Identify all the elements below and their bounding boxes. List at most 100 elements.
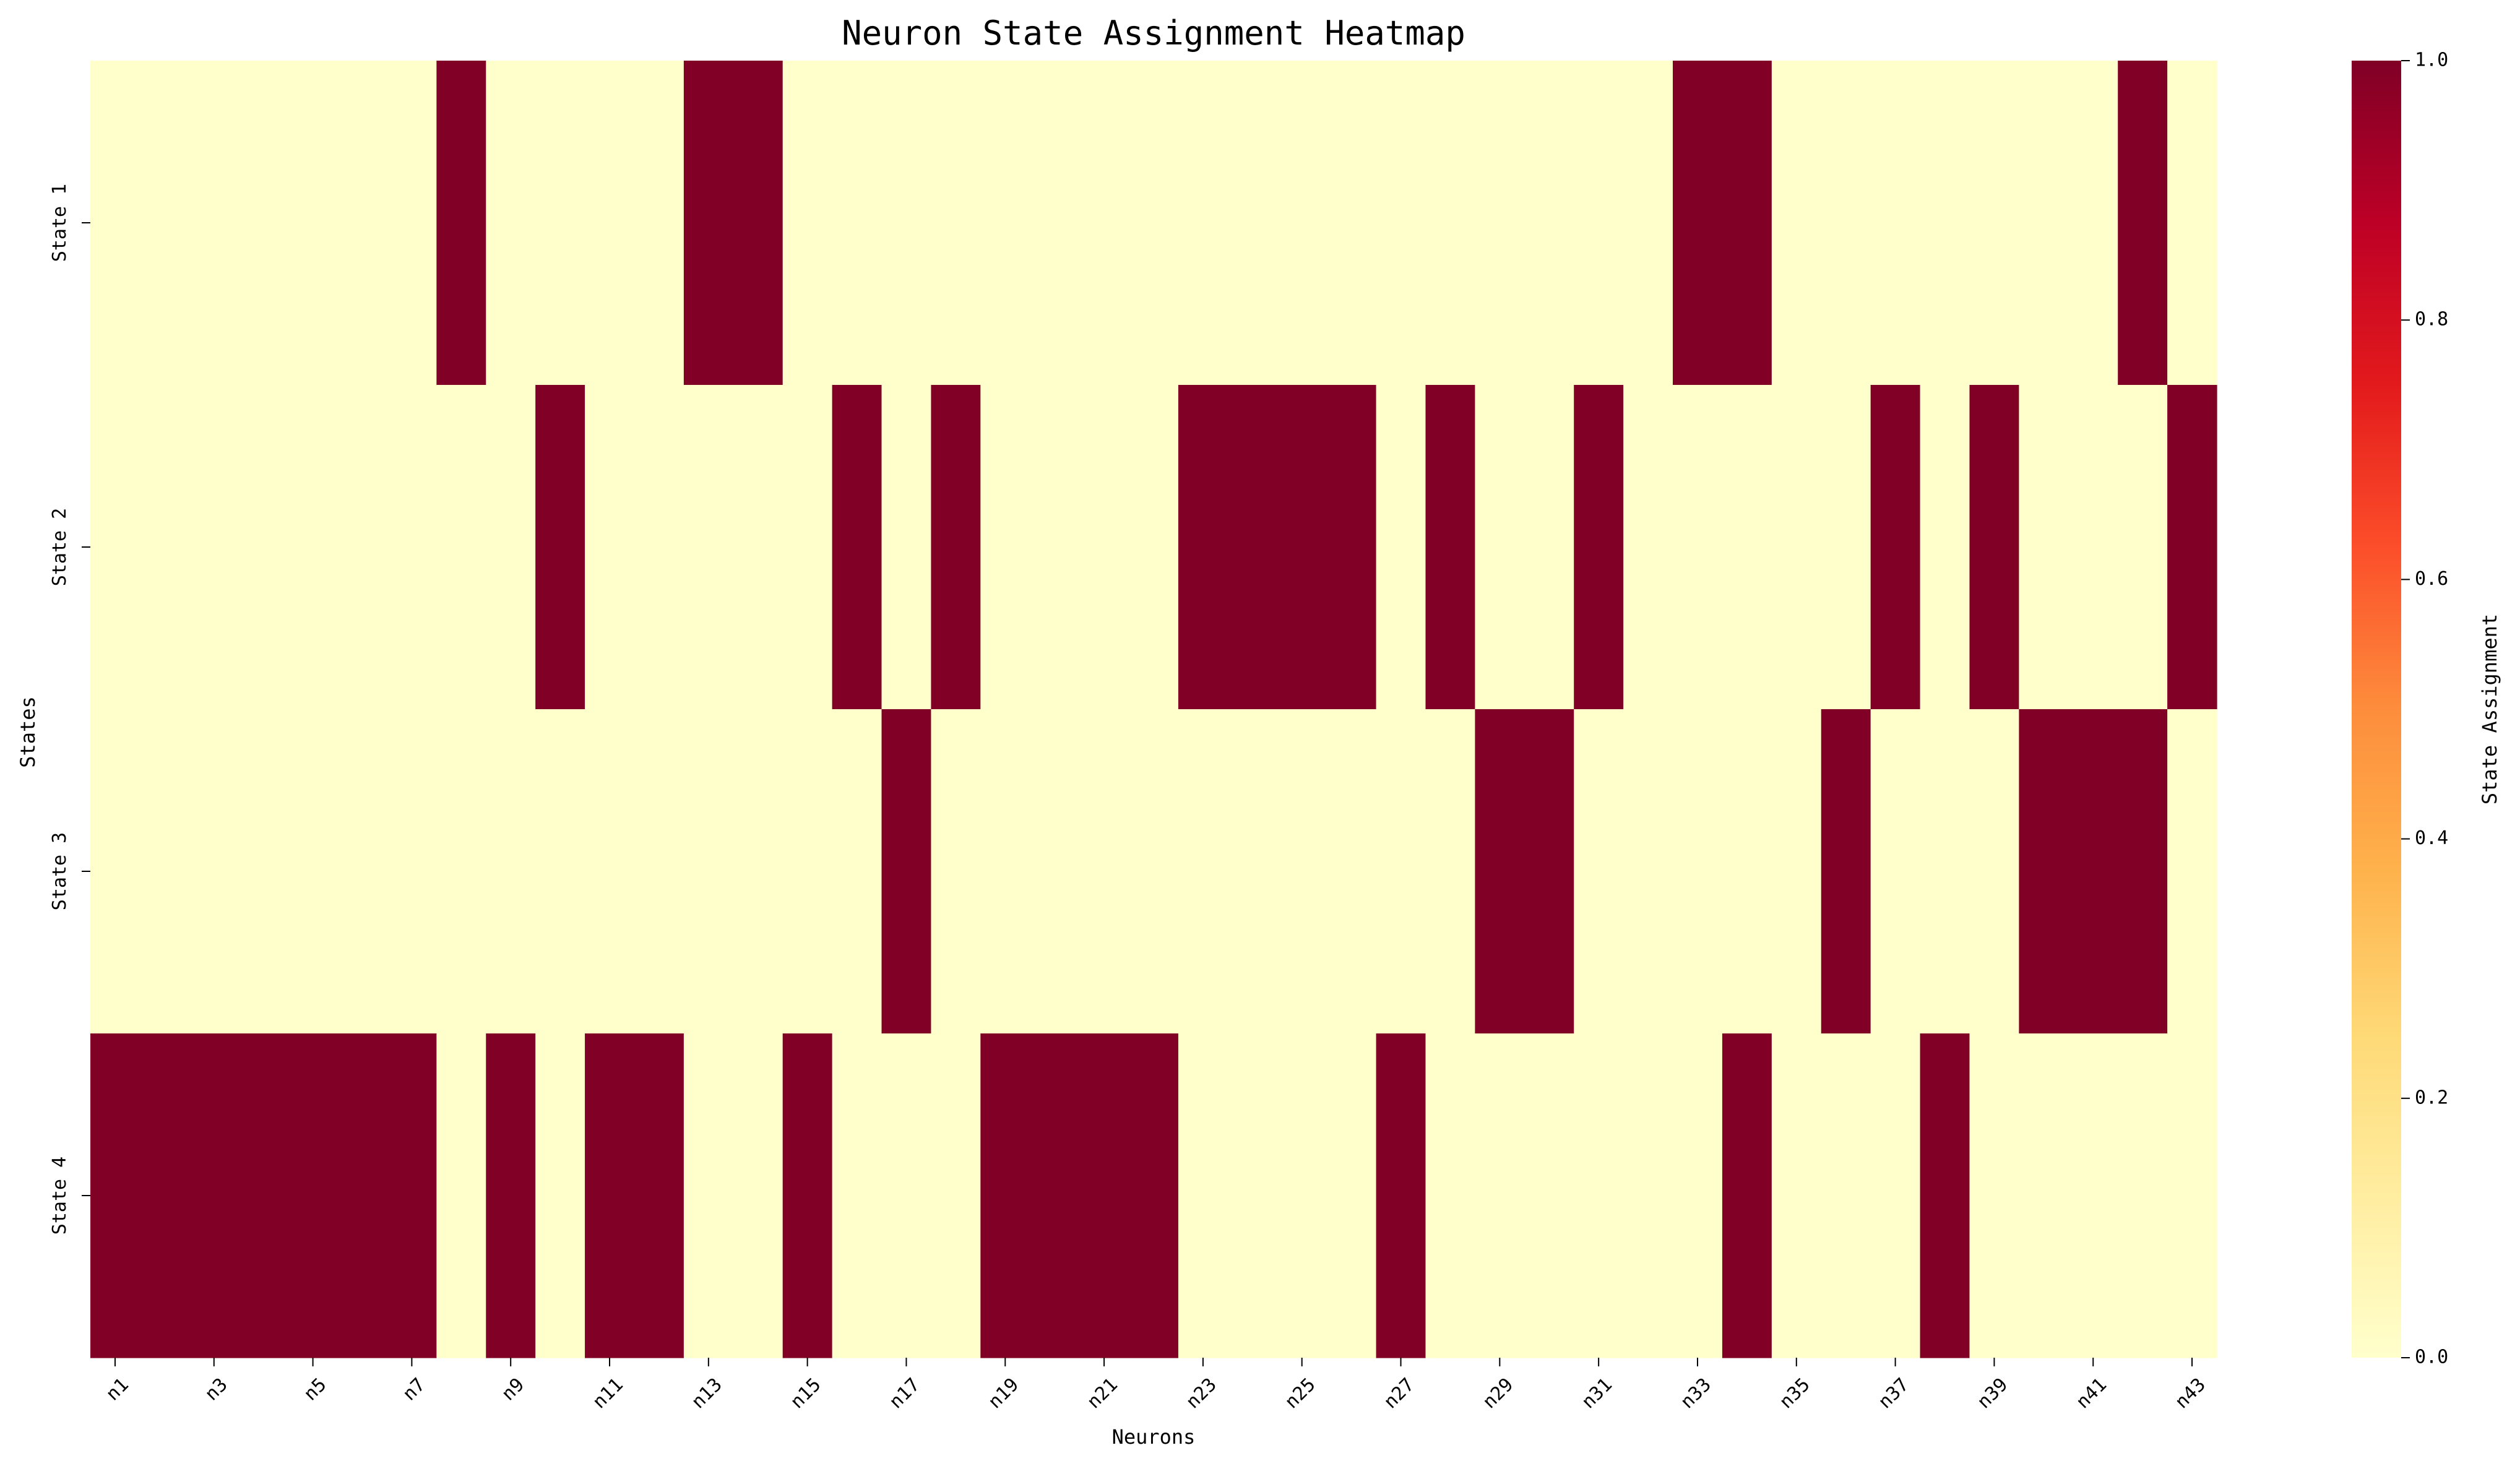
heatmap-cell <box>782 385 833 710</box>
y-axis-label: States <box>16 696 40 768</box>
heatmap-cell <box>387 385 437 710</box>
x-tick-label: n39 <box>1973 1374 2012 1413</box>
heatmap-cell <box>288 709 339 1034</box>
heatmap-cell <box>2118 1033 2168 1358</box>
heatmap-cell <box>1425 385 1475 710</box>
heatmap-cell <box>1722 385 1772 710</box>
heatmap-cell <box>832 385 882 710</box>
heatmap-cell <box>139 1033 190 1358</box>
heatmap-cell <box>1574 385 1624 710</box>
heatmap-cell <box>1969 385 2019 710</box>
heatmap-cell <box>683 1033 734 1358</box>
heatmap-cell <box>1079 385 1129 710</box>
heatmap-cell <box>337 385 388 710</box>
x-tick-label: n13 <box>688 1374 727 1413</box>
heatmap-cell <box>1178 1033 1228 1358</box>
heatmap-cell <box>1475 1033 1525 1358</box>
heatmap-cell <box>931 1033 981 1358</box>
heatmap-cell <box>1574 61 1624 386</box>
heatmap-cell <box>1673 1033 1723 1358</box>
heatmap-cell <box>1030 1033 1080 1358</box>
heatmap-cell <box>1178 61 1228 386</box>
heatmap-cell <box>980 385 1030 710</box>
heatmap-cell <box>1178 385 1228 710</box>
x-tick-label: n5 <box>300 1374 330 1405</box>
heatmap-cell <box>1722 709 1772 1034</box>
heatmap-cell <box>1771 385 1822 710</box>
heatmap-cell <box>1969 1033 2019 1358</box>
heatmap-cell <box>733 61 783 386</box>
heatmap-cell <box>1030 61 1080 386</box>
heatmap-cell <box>634 61 684 386</box>
heatmap-cell <box>1227 709 1278 1034</box>
x-tick-label: n41 <box>2072 1374 2111 1413</box>
x-tick-label: n43 <box>2171 1374 2210 1413</box>
heatmap-cell <box>2167 1033 2217 1358</box>
heatmap-cell <box>2118 709 2168 1034</box>
heatmap-cell <box>535 709 585 1034</box>
x-tick-label: n35 <box>1776 1374 1814 1413</box>
x-tick-label: n19 <box>984 1374 1023 1413</box>
x-tick-label: n31 <box>1577 1374 1616 1413</box>
heatmap-cell <box>1425 709 1475 1034</box>
heatmap-cell <box>1376 61 1426 386</box>
heatmap-cell <box>2019 709 2069 1034</box>
heatmap-cell <box>238 709 289 1034</box>
heatmap-cell <box>733 709 783 1034</box>
heatmap-cell <box>585 709 635 1034</box>
y-tick-label: State 2 <box>49 508 71 586</box>
heatmap-cell <box>1920 385 1970 710</box>
heatmap-cell <box>1129 61 1179 386</box>
heatmap-cell <box>2019 1033 2069 1358</box>
y-tick-label: State 1 <box>49 184 71 262</box>
chart-title: Neuron State Assignment Heatmap <box>842 14 1465 53</box>
heatmap-cell <box>1920 1033 1970 1358</box>
colorbar <box>2352 61 2401 1358</box>
heatmap-cell <box>1475 385 1525 710</box>
heatmap-cell <box>337 1033 388 1358</box>
heatmap-cell <box>337 709 388 1034</box>
heatmap-cell <box>782 709 833 1034</box>
heatmap-cell <box>1821 709 1871 1034</box>
x-tick-label: n9 <box>498 1374 529 1405</box>
heatmap-cell <box>436 385 486 710</box>
heatmap-cell <box>1870 385 1921 710</box>
colorbar-tick-label: 0.0 <box>2415 1347 2448 1368</box>
heatmap-cell <box>1870 1033 1921 1358</box>
x-tick-label: n29 <box>1478 1374 1517 1413</box>
heatmap-cell <box>1574 1033 1624 1358</box>
colorbar-tick-label: 0.2 <box>2415 1087 2448 1108</box>
heatmap-cell <box>733 385 783 710</box>
heatmap-cell <box>881 709 932 1034</box>
heatmap-cell <box>2167 61 2217 386</box>
heatmap-cell <box>980 1033 1030 1358</box>
heatmap-cell <box>535 61 585 386</box>
heatmap-cell <box>881 1033 932 1358</box>
heatmap-cell <box>832 1033 882 1358</box>
heatmap-cell <box>1129 385 1179 710</box>
heatmap-cell <box>1920 61 1970 386</box>
x-tick-label: n7 <box>399 1374 429 1405</box>
heatmap-cell <box>238 61 289 386</box>
heatmap-cell <box>2068 1033 2118 1358</box>
heatmap-cell <box>139 709 190 1034</box>
colorbar-tick-label: 0.6 <box>2415 568 2448 590</box>
heatmap-cell <box>634 709 684 1034</box>
heatmap-cell <box>1722 61 1772 386</box>
heatmap-cell <box>1524 61 1574 386</box>
heatmap-cell <box>387 709 437 1034</box>
heatmap-cell <box>1277 385 1327 710</box>
heatmap-cell <box>1376 709 1426 1034</box>
heatmap-cell <box>1277 1033 1327 1358</box>
heatmap-cell <box>881 61 932 386</box>
heatmap-cell <box>1227 1033 1278 1358</box>
x-tick-label: n23 <box>1182 1374 1221 1413</box>
heatmap-cell <box>1079 1033 1129 1358</box>
heatmap-cell <box>2068 709 2118 1034</box>
heatmap-cell <box>1376 385 1426 710</box>
x-tick-label: n37 <box>1874 1374 1913 1413</box>
heatmap-cell <box>1673 709 1723 1034</box>
x-tick-label: n11 <box>589 1374 628 1413</box>
heatmap-cell <box>2167 385 2217 710</box>
